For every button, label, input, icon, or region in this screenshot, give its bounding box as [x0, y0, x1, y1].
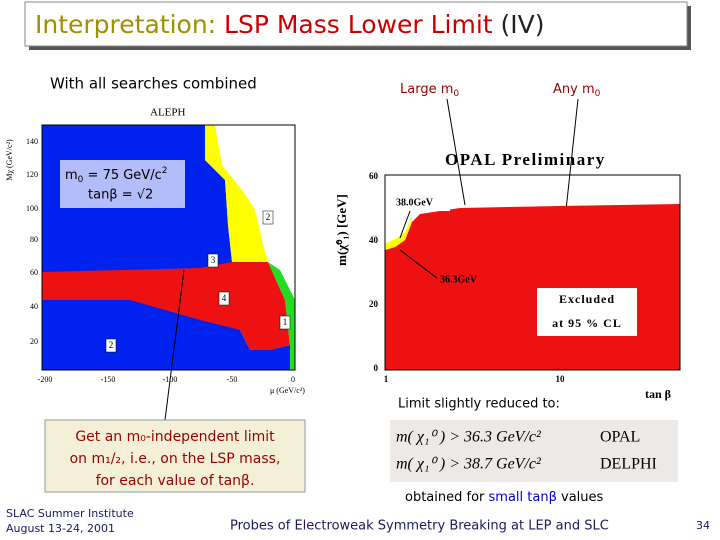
region-green: [268, 262, 295, 370]
tick-label: 80: [30, 235, 38, 244]
label-bg: [537, 288, 637, 336]
callout: Any m0: [553, 82, 601, 99]
annotation-sup: 2: [162, 166, 168, 176]
plot-note: Excluded: [559, 292, 615, 306]
plot-note: 36.3GeV: [440, 274, 478, 285]
arrow: [565, 98, 579, 211]
opal-plot: OPAL Preliminary m(χ̃⁰₁) [GeV] 60 40 20 …: [334, 150, 681, 401]
axis-label: m(χ̃⁰₁) [GeV]: [334, 194, 349, 266]
formula: m( χ₁⁰ ) > 38.7 GeV/c²: [396, 456, 542, 473]
footer-text: Probes of Electroweak Symmetry Breaking …: [230, 519, 609, 534]
tick-label: -200: [38, 375, 53, 384]
note-text: values: [557, 490, 604, 505]
formula-exp: OPAL: [600, 429, 640, 446]
region-label: 2: [109, 340, 114, 350]
region-label: 2: [266, 212, 271, 222]
callout: Large m0: [400, 82, 459, 99]
label-bg: [392, 195, 450, 211]
tick-label: -50: [227, 375, 238, 384]
callout-box: [44, 419, 306, 493]
aleph-plot: ALEPH Mχ (GeV/c²) 140 120 100 80 60 40 2…: [5, 107, 305, 395]
footer-text: August 13-24, 2001: [6, 522, 115, 535]
title-box: [24, 1, 688, 47]
tick-label: 140: [26, 137, 38, 146]
region-tag: [262, 210, 274, 225]
annotation-sub: 0: [78, 175, 84, 185]
arrow: [164, 269, 185, 421]
note-text: obtained for: [405, 490, 489, 505]
callout-text: Any m: [553, 82, 595, 97]
tick-label: 20: [30, 337, 38, 346]
axis-label: μ (GeV/c²): [270, 386, 305, 395]
annotation-bg: [60, 160, 185, 208]
note-highlight: small tanβ: [489, 490, 557, 505]
tick-label: 40: [30, 302, 38, 311]
footer-text: SLAC Summer Institute: [6, 507, 134, 520]
plot-note: 38.0GeV: [396, 197, 434, 208]
plot-label: OPAL Preliminary: [445, 150, 606, 169]
tick-label: 0: [291, 375, 295, 384]
title-part: (IV): [501, 10, 545, 39]
tick-label: 20: [369, 299, 379, 309]
tick-label: 10: [556, 374, 566, 384]
tick-label: 100: [26, 204, 38, 213]
tick-label: -150: [101, 375, 116, 384]
formula-exp: DELPHI: [600, 456, 657, 473]
box-text: for each value of tanβ.: [96, 473, 255, 489]
region-tag: [105, 338, 117, 353]
region-yellow: [205, 125, 268, 262]
callout-text: Large m: [400, 82, 453, 97]
title-part: LSP Mass Lower Limit: [224, 10, 493, 39]
page-number: 34: [696, 519, 710, 532]
region-label: 1: [283, 317, 288, 327]
plot-note: at 95 % CL: [552, 316, 622, 330]
plot-frame: [41, 124, 296, 371]
arrow: [399, 249, 438, 279]
region-tag: [279, 315, 291, 330]
tick-label: 0: [374, 363, 379, 373]
region-tag: [207, 253, 219, 268]
formula-box: [390, 420, 678, 482]
annotation-text: m: [65, 168, 78, 183]
note: obtained for small tanβ values: [405, 490, 604, 505]
tick-label: 120: [26, 170, 38, 179]
title-part: Interpretation:: [35, 10, 216, 39]
plot-frame: [384, 174, 681, 371]
box-text: Get an m₀-independent limit: [75, 429, 275, 445]
plot-label: ALEPH: [150, 107, 186, 119]
title: Interpretation: LSP Mass Lower Limit (IV…: [35, 10, 545, 39]
annotation: m0 = 75 GeV/c2: [65, 166, 167, 185]
region-yellow: [385, 216, 412, 250]
region-label: 4: [222, 293, 227, 303]
arrow: [399, 210, 411, 239]
box-text: on m₁/₂, i.e., on the LSP mass,: [70, 451, 281, 467]
axis-label: Mχ (GeV/c²): [5, 139, 14, 181]
region-red: [42, 262, 290, 350]
annotation: tanβ = √2: [88, 188, 153, 203]
callout-sub: 0: [595, 89, 601, 99]
tick-label: 60: [30, 268, 38, 277]
arrow: [446, 98, 466, 206]
tick-label: 40: [369, 235, 379, 245]
region-blue: [240, 330, 290, 370]
tick-label: 60: [369, 171, 379, 181]
excluded-region: [385, 204, 680, 370]
note: Limit slightly reduced to:: [398, 397, 560, 412]
tick-label: 1: [384, 374, 389, 384]
callout-sub: 0: [453, 89, 459, 99]
region-tag: [218, 291, 230, 306]
region-label: 3: [211, 255, 216, 265]
axis-label: tan β: [645, 387, 671, 401]
annotation-text: = 75 GeV/c: [83, 168, 161, 183]
formula: m( χ₁⁰ ) > 36.3 GeV/c²: [396, 429, 542, 446]
subtitle: With all searches combined: [50, 75, 257, 93]
